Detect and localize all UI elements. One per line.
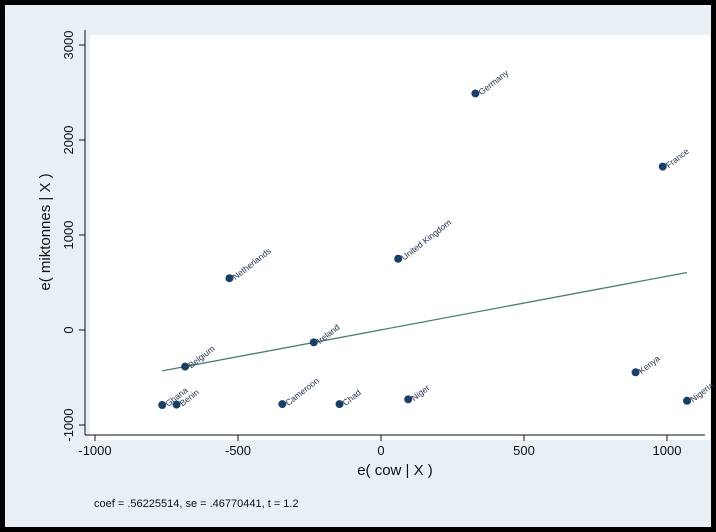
- x-tick-label: 1000: [653, 443, 682, 458]
- data-point: [225, 274, 234, 283]
- y-tick-label: 3000: [61, 31, 76, 60]
- point-label: Belgium: [186, 343, 216, 370]
- y-tick-label: 1000: [61, 221, 76, 250]
- point-label: Netherlands: [230, 246, 272, 282]
- y-tick-label: 2000: [61, 126, 76, 155]
- fit-line: [162, 271, 688, 372]
- axis-ticks: -1000 -500 0 500 1000 -1000 0 1000 2000 3000: [61, 31, 681, 458]
- x-tick-label: -1000: [78, 443, 111, 458]
- x-tick-label: -500: [225, 443, 251, 458]
- data-point: [309, 338, 318, 347]
- data-point: [631, 368, 640, 377]
- point-label: Germany: [476, 67, 510, 97]
- point-label: Cameroon: [283, 375, 321, 407]
- data-point: [181, 362, 190, 371]
- x-axis-label: e( cow | X ): [357, 462, 433, 479]
- y-tick-label: -1000: [61, 408, 76, 441]
- point-label: France: [664, 146, 691, 170]
- data-point: [335, 400, 344, 409]
- regression-note: coef = .56225514, se = .46770441, t = 1.…: [94, 498, 299, 510]
- data-point: [394, 254, 403, 263]
- plot-area: [90, 35, 710, 440]
- fit-line-group: [162, 271, 688, 372]
- data-point: [172, 400, 181, 409]
- data-point: [471, 89, 480, 98]
- point-label: Kenya: [637, 353, 662, 376]
- x-tick-label: 500: [513, 443, 535, 458]
- point-label: United Kingdom: [399, 217, 453, 262]
- data-point: [658, 162, 667, 171]
- y-axis-label: e( miktonnes | X ): [37, 173, 54, 290]
- point-label: Nigeria: [688, 380, 716, 405]
- data-point: [404, 395, 413, 404]
- scatter-points: Germany France United Kingdom Netherlands Ir…: [158, 67, 716, 410]
- y-tick-label: 0: [61, 326, 76, 333]
- point-label: Chad: [341, 387, 363, 408]
- point-label: Niger: [409, 382, 431, 402]
- data-point: [278, 400, 287, 409]
- chart-frame: coef = .56225514, se = .46770441, t = 1.…: [5, 5, 711, 527]
- data-point: [683, 396, 692, 405]
- point-label: Ireland: [315, 322, 342, 346]
- x-tick-label: 0: [377, 443, 384, 458]
- data-point: [158, 401, 167, 410]
